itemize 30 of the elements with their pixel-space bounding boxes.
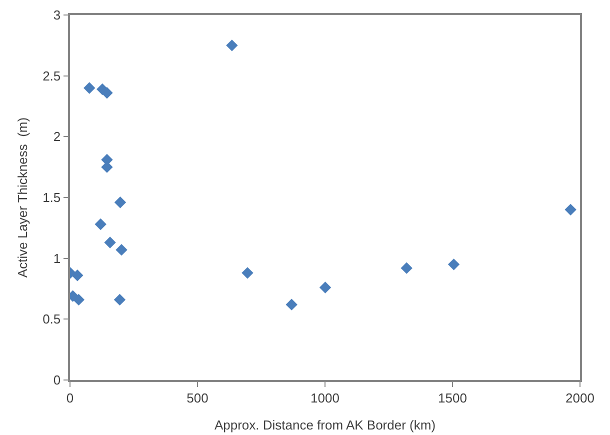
- point: [84, 82, 96, 94]
- y-tick-label: 1.5: [42, 190, 61, 206]
- point: [564, 204, 576, 216]
- x-tick-label: 1500: [438, 390, 467, 406]
- x-tick-label: 500: [186, 390, 208, 406]
- y-tick-label: 0: [53, 372, 61, 388]
- point: [94, 218, 106, 230]
- point: [72, 294, 85, 306]
- x-tick-label: 0: [66, 390, 74, 406]
- x-tick-label: 2000: [566, 390, 594, 406]
- y-axis-title: Active Layer Thickness (m): [15, 117, 30, 278]
- point: [116, 244, 128, 256]
- point: [114, 196, 126, 208]
- point: [319, 282, 332, 294]
- point: [101, 87, 113, 99]
- point: [114, 294, 126, 306]
- x-axis-title: Approx. Distance from AK Border (km): [214, 418, 436, 432]
- point: [286, 298, 298, 310]
- point: [72, 270, 84, 282]
- y-tick-label: 1: [53, 250, 61, 266]
- point: [400, 262, 412, 274]
- y-tick-label: 0.5: [42, 312, 61, 327]
- y-tick-label: 2.5: [42, 68, 61, 84]
- x-tick-label: 1000: [310, 390, 340, 406]
- point: [448, 258, 460, 270]
- y-tick-label: 2: [53, 129, 61, 144]
- point: [104, 236, 116, 248]
- point: [242, 267, 254, 279]
- point: [226, 40, 238, 52]
- y-tick-label: 3: [53, 8, 61, 23]
